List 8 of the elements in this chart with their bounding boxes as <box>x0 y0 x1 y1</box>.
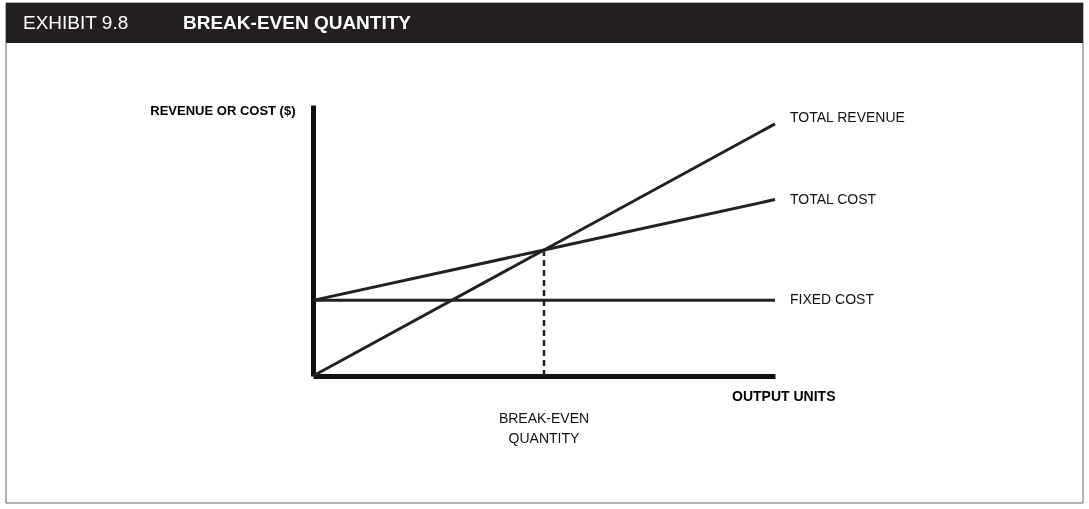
series-label: FIXED COST <box>790 291 875 308</box>
text: EXHIBIT 9.8 <box>23 12 129 33</box>
chart-title: BREAK-EVEN QUANTITY <box>183 12 412 33</box>
x-axis-title: OUTPUT UNITS <box>732 387 836 404</box>
series-label: TOTAL REVENUE <box>790 108 905 125</box>
series-label: TOTAL COST <box>790 190 877 207</box>
y-axis-title: REVENUE OR COST ($) <box>150 102 296 118</box>
text: BREAK-EVEN QUANTITY <box>498 410 590 446</box>
